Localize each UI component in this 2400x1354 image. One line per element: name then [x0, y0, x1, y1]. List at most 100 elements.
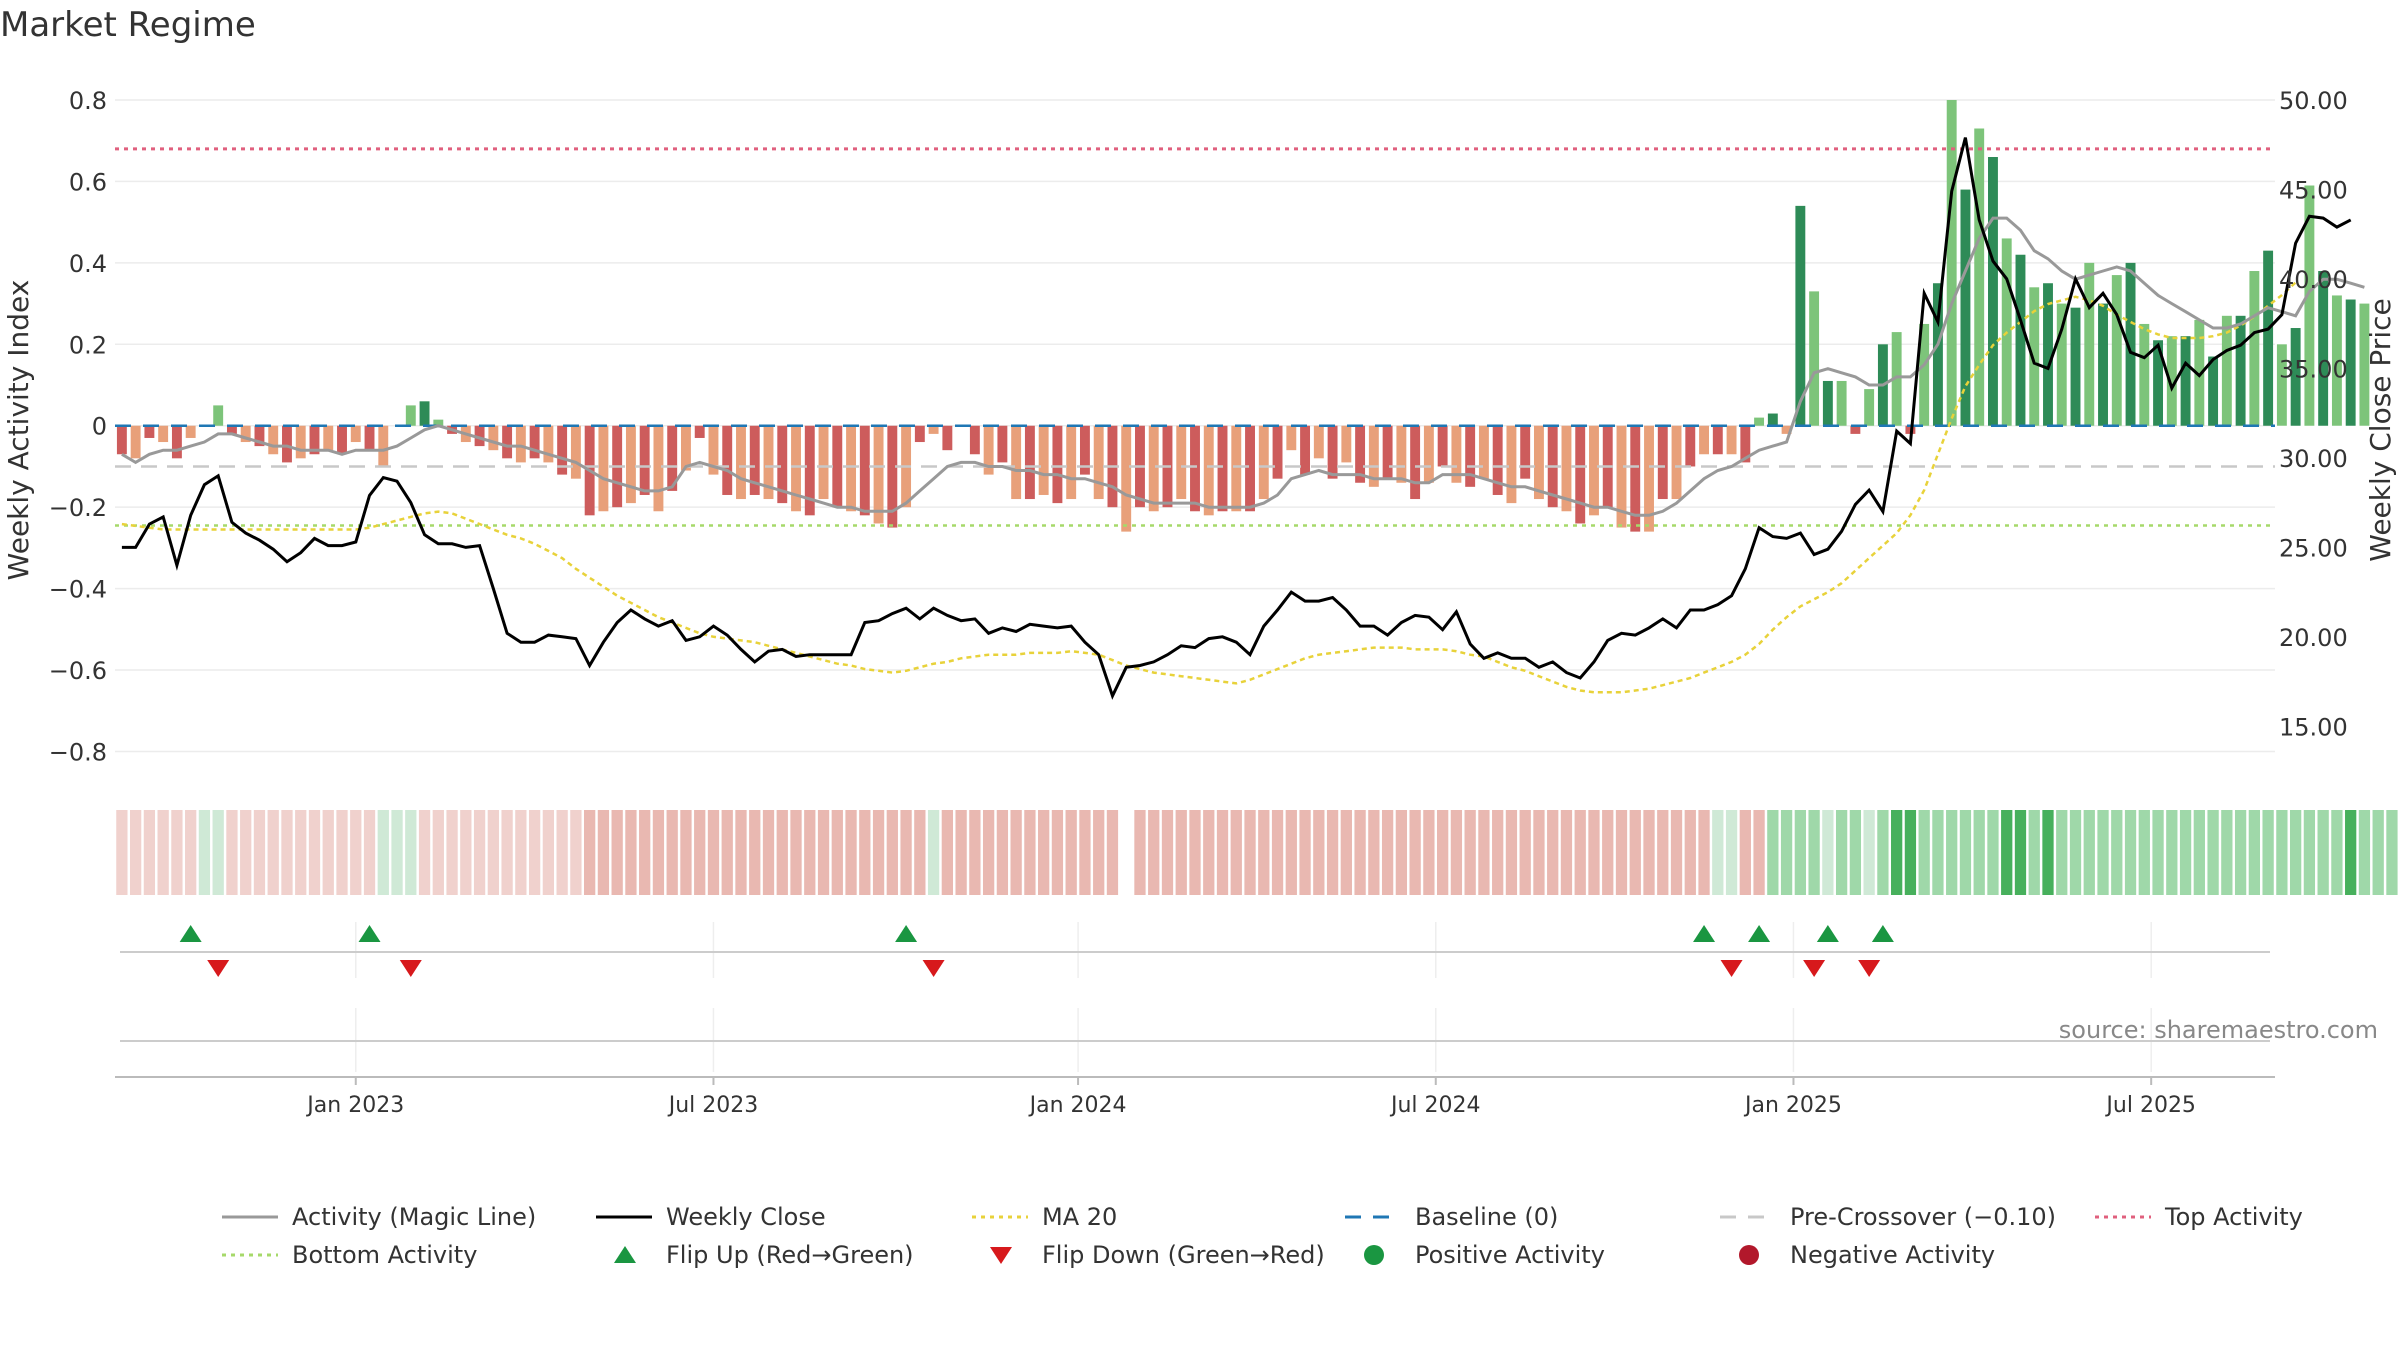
regime-cell [2069, 810, 2082, 895]
regime-cell [886, 810, 898, 895]
activity-bar [2056, 303, 2067, 426]
regime-cell [391, 810, 403, 895]
regime-cell [473, 810, 486, 895]
flip-markers-panel [120, 922, 2270, 978]
activity-bar [873, 425, 884, 524]
activity-bar [2166, 336, 2177, 426]
regime-cell [2358, 810, 2371, 895]
activity-bar [515, 425, 526, 463]
regime-cell [1547, 810, 1559, 895]
legend-item: Top Activity [2095, 1203, 2303, 1231]
activity-bar [309, 425, 320, 455]
regime-cell [666, 810, 678, 895]
regime-cell [405, 810, 417, 895]
regime-cell [996, 810, 1009, 895]
y-right-tick-label: 40.00 [2279, 266, 2348, 294]
activity-bar [1396, 425, 1407, 483]
regime-cell [2207, 810, 2219, 895]
legend-label: Positive Activity [1415, 1241, 1605, 1269]
regime-cell [584, 810, 596, 895]
activity-bar [1258, 425, 1269, 500]
activity-bar [1327, 425, 1338, 479]
regime-cell [817, 810, 830, 895]
activity-bar [1795, 205, 1806, 426]
activity-bar [1368, 425, 1379, 487]
legend-item: MA 20 [972, 1203, 1117, 1231]
activity-bar [681, 425, 691, 471]
regime-cell [363, 810, 376, 895]
activity-bar [405, 405, 416, 426]
regime-cell [1725, 810, 1738, 895]
activity-bar [2153, 340, 2164, 426]
regime-cell [171, 810, 183, 895]
regime-cell [1051, 810, 1064, 895]
regime-cell [1010, 810, 1022, 895]
x-axis: Jan 2023 Jul 2023 Jan 2024 Jul 2024 Jan 2025… [115, 1076, 2275, 1118]
activity-bar [144, 425, 155, 438]
activity-bar [777, 425, 788, 504]
regime-cell [872, 810, 885, 895]
activity-bar [323, 425, 334, 451]
regime-cell [1904, 810, 1917, 895]
magic-line [121, 216, 2365, 517]
flip-down-marker [399, 960, 422, 977]
activity-bar [1341, 425, 1352, 463]
regime-cell [1574, 810, 1586, 895]
legend-label: Flip Down (Green→Red) [1042, 1241, 1325, 1269]
regime-cell [1684, 810, 1696, 895]
regime-cell [2124, 810, 2137, 895]
regime-cell [1134, 810, 1146, 895]
y-right-tick-label: 35.00 [2279, 355, 2348, 383]
activity-bar [983, 425, 994, 475]
regime-cell [501, 810, 513, 895]
regime-cell [1987, 810, 1999, 895]
activity-bar [1011, 425, 1022, 500]
legend-item: Flip Up (Red→Green) [614, 1241, 914, 1269]
activity-bar [2015, 254, 2026, 426]
activity-bar [818, 425, 829, 500]
regime-cell [2193, 810, 2205, 895]
legend-label: Negative Activity [1790, 1241, 1995, 1269]
regime-cell [804, 810, 816, 895]
regime-cell [281, 810, 293, 895]
activity-bar [2139, 323, 2150, 426]
regime-cell [1258, 810, 1270, 895]
regime-cell [2331, 810, 2343, 895]
activity-bar [1754, 417, 1765, 426]
legend-label: Weekly Close [666, 1203, 826, 1231]
activity-bar [2318, 271, 2329, 426]
activity-bar [653, 425, 664, 512]
activity-bar [1121, 425, 1132, 532]
y-left-tick-label: −0.6 [49, 657, 107, 685]
x-tick-label: Jul 2025 [2104, 1093, 2196, 1118]
regime-cell [1450, 810, 1463, 895]
activity-bar [914, 425, 925, 443]
flip-down-marker [1803, 960, 1826, 977]
regime-cell [2179, 810, 2192, 895]
activity-bar [2304, 185, 2315, 426]
activity-bar [1217, 425, 1228, 512]
legend: Activity (Magic Line) Weekly Close MA 20 Ba… [222, 1203, 2303, 1269]
regime-cell [1354, 810, 1366, 895]
regime-cell [1216, 810, 1229, 895]
regime-cell [1065, 810, 1077, 895]
regime-cell [1643, 810, 1655, 895]
activity-bar [1781, 425, 1792, 434]
regime-cell [1423, 810, 1435, 895]
regime-cell [308, 810, 321, 895]
regime-cell [1381, 810, 1394, 895]
legend-label: Flip Up (Red→Green) [666, 1241, 914, 1269]
regime-cell [253, 810, 266, 895]
regime-cell [1038, 810, 1050, 895]
activity-bar [1423, 425, 1434, 483]
activity-bar [240, 425, 251, 443]
regime-cell [1808, 810, 1820, 895]
regime-cell [226, 810, 238, 895]
activity-bar [2098, 303, 2108, 426]
regime-cell [1753, 810, 1765, 895]
y-right-tick-label: 15.00 [2279, 713, 2348, 741]
regime-cell [694, 810, 706, 895]
regime-cell [143, 810, 156, 895]
regime-cell [2111, 810, 2123, 895]
regime-cell [322, 810, 334, 895]
